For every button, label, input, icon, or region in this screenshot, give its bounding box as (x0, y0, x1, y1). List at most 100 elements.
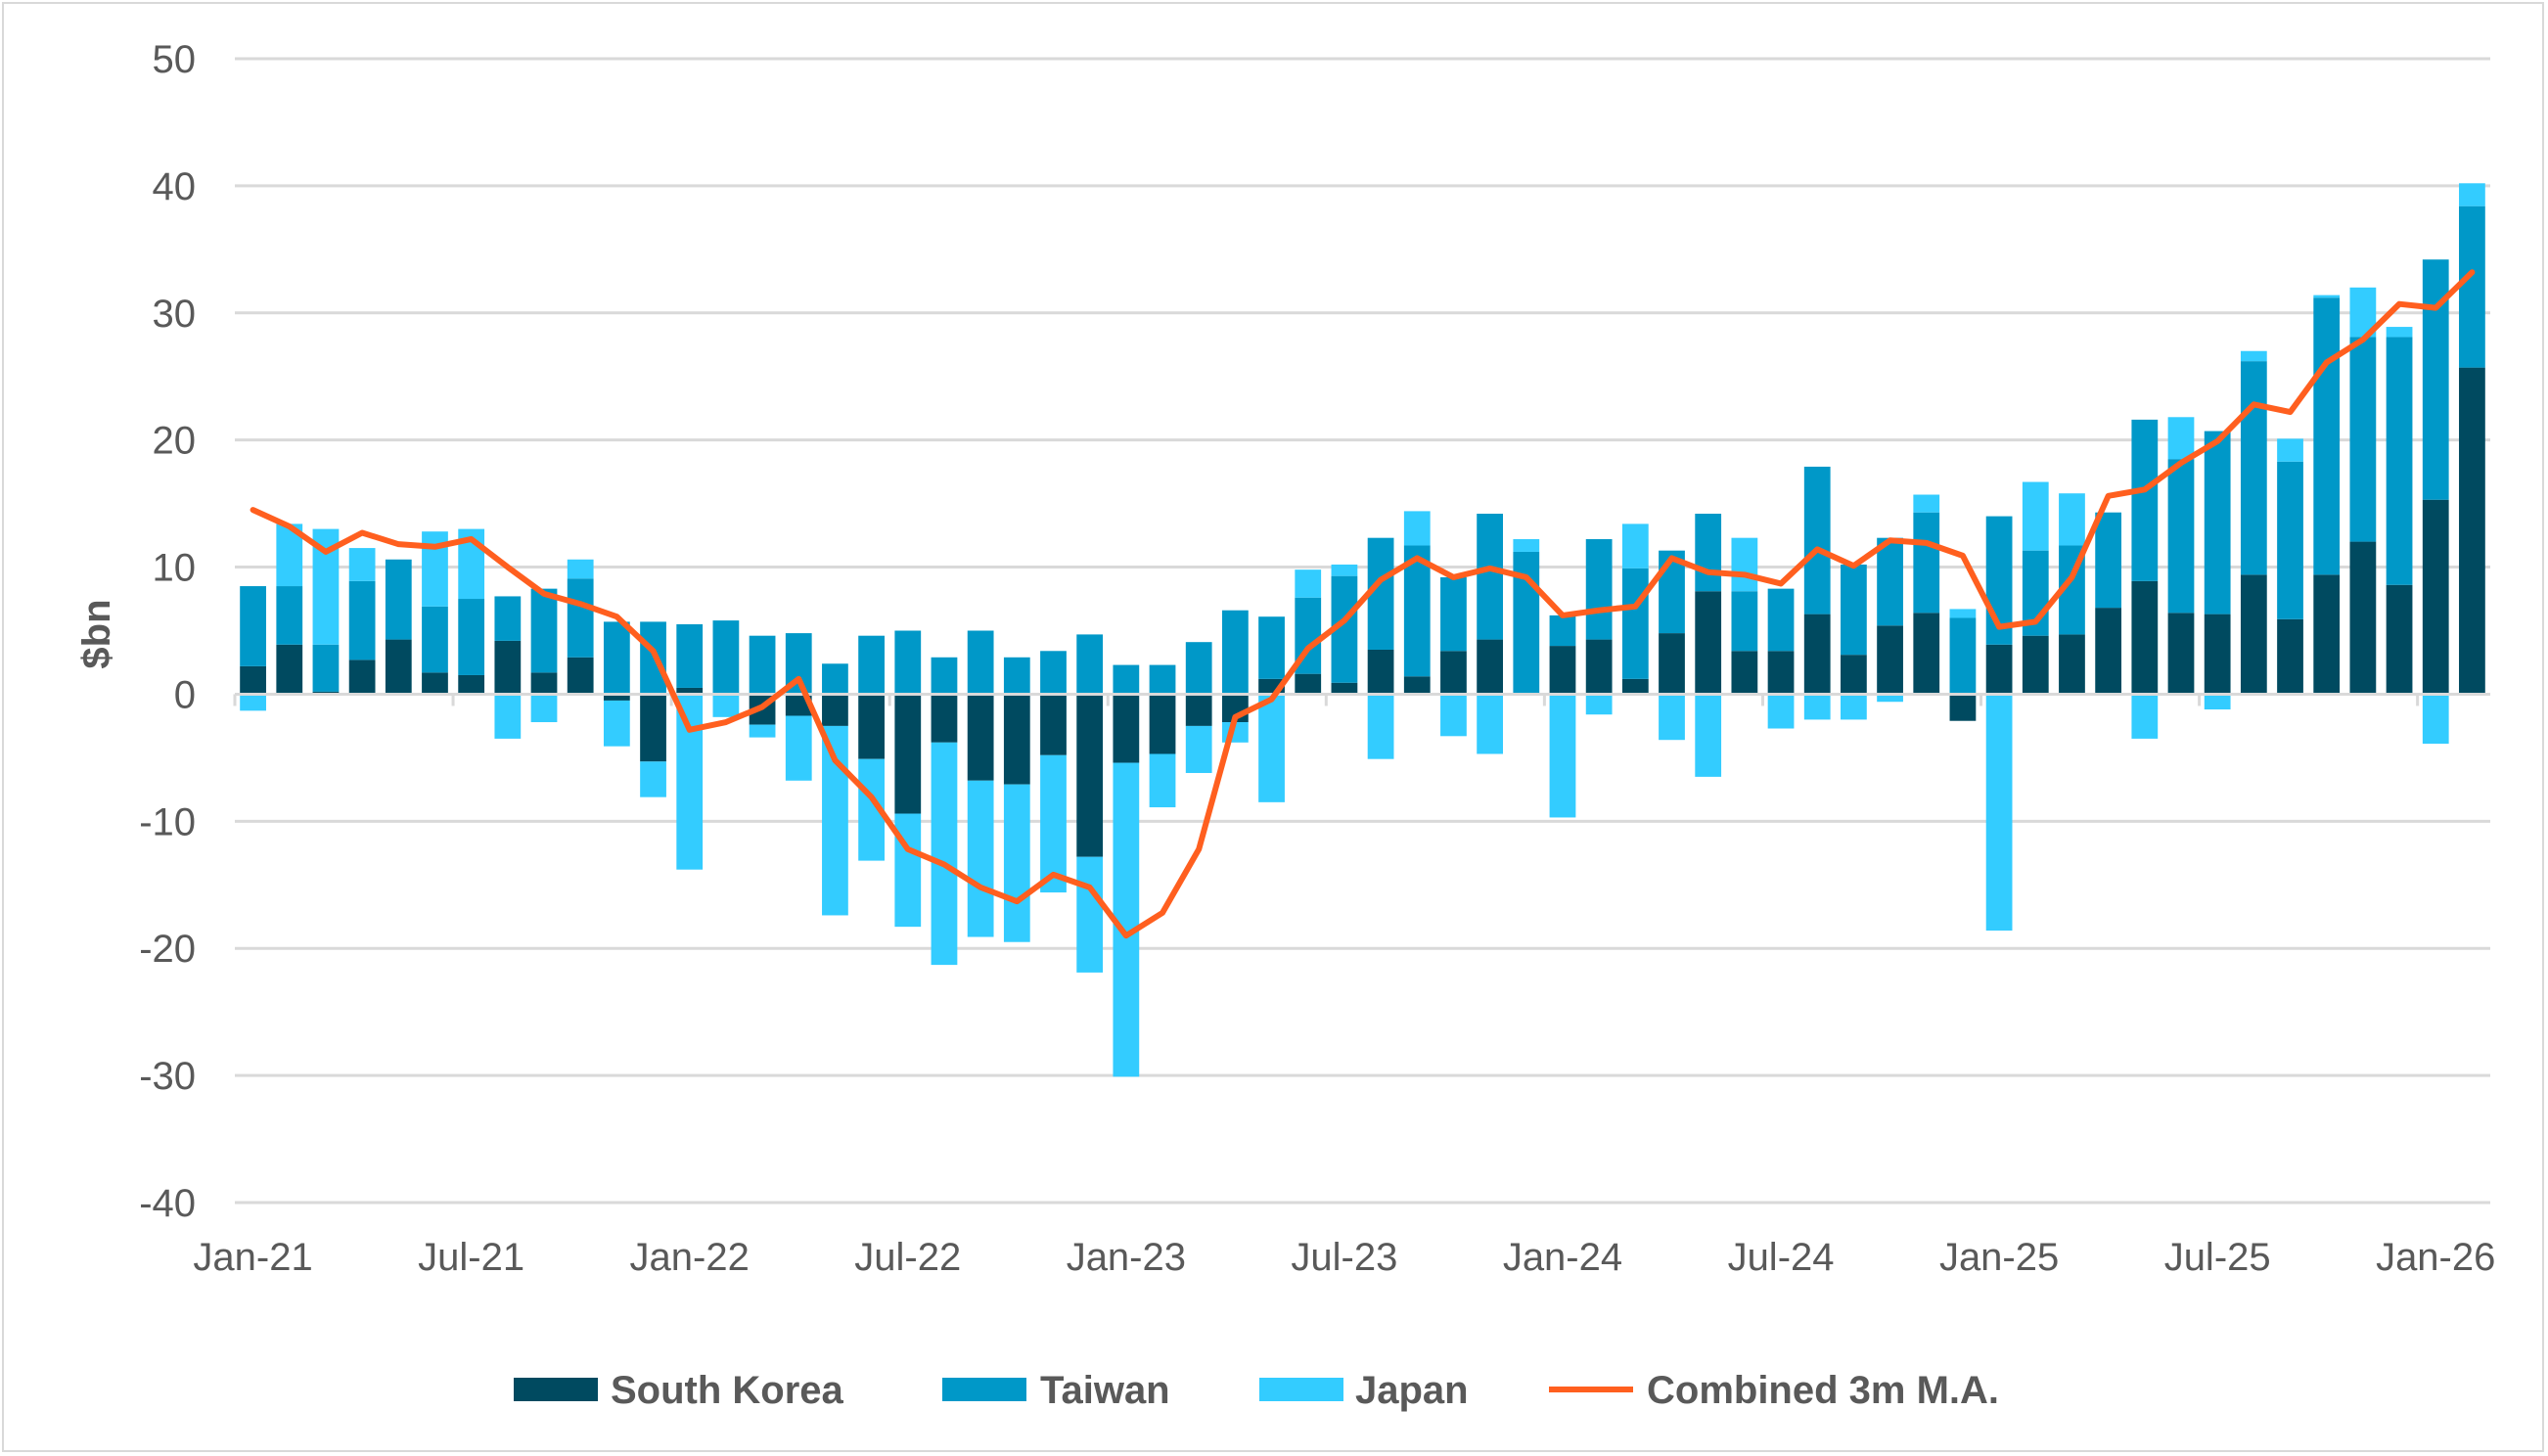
bar-japan (1585, 694, 1613, 715)
x-tick-label: Jul-25 (2164, 1236, 2271, 1279)
bar-japan (1803, 694, 1831, 720)
bar-japan (1403, 511, 1431, 546)
bar-japan (2059, 493, 2085, 546)
bar-south-korea (931, 694, 958, 743)
bar-south-korea (1403, 676, 1431, 695)
bar-south-korea (967, 694, 994, 781)
bar-taiwan (530, 588, 558, 673)
legend-label: Combined 3m M.A. (1647, 1369, 1999, 1412)
bar-japan (2240, 350, 2267, 362)
moving-average-line (250, 269, 2476, 939)
legend-label: Taiwan (1040, 1369, 1170, 1412)
bar-south-korea (1040, 694, 1067, 755)
bar-japan (1185, 725, 1212, 773)
bar-south-korea (2349, 541, 2377, 695)
bar-taiwan (2277, 461, 2303, 619)
bar-japan (1659, 694, 1685, 741)
bar-south-korea (276, 644, 303, 695)
bar-taiwan (348, 580, 376, 660)
bar-taiwan (2386, 337, 2413, 585)
bar-taiwan (1877, 537, 1903, 626)
x-tick-label: Jan-23 (1067, 1236, 1186, 1279)
bar-south-korea (1803, 614, 1831, 695)
bar-taiwan (240, 586, 266, 666)
legend-swatch (942, 1378, 1026, 1401)
bar-taiwan (1403, 545, 1431, 677)
bar-japan (348, 548, 376, 581)
bar-japan (2386, 327, 2413, 338)
bar-south-korea (1949, 694, 1977, 721)
bar-taiwan (1731, 591, 1758, 652)
bar-south-korea (2095, 608, 2122, 695)
bar-taiwan (2349, 337, 2377, 542)
bar-south-korea (2240, 574, 2267, 695)
bar-japan (1949, 609, 1977, 618)
bar-japan (931, 742, 958, 966)
y-tick-label: 0 (174, 673, 196, 716)
bar-japan (240, 694, 266, 711)
bar-japan (1367, 694, 1394, 759)
bar-taiwan (2167, 459, 2195, 614)
legend-label: South Korea (611, 1369, 844, 1412)
bar-taiwan (1003, 657, 1030, 695)
bar-south-korea (822, 694, 848, 726)
bar-japan (1331, 564, 1358, 576)
bar-south-korea (1185, 694, 1212, 726)
bar-taiwan (1621, 568, 1649, 679)
bar-taiwan (858, 635, 885, 695)
bar-japan (967, 780, 994, 937)
bar-taiwan (1258, 616, 1285, 679)
bar-taiwan (1113, 664, 1140, 695)
bar-taiwan (2240, 361, 2267, 575)
bar-south-korea (1295, 673, 1322, 695)
bar-taiwan (2313, 297, 2341, 575)
x-tick-label: Jan-24 (1503, 1236, 1622, 1279)
bar-south-korea (1440, 651, 1467, 695)
bar-japan (530, 694, 558, 723)
bar-japan (1295, 569, 1322, 598)
bar-taiwan (749, 635, 776, 695)
bar-japan (1549, 694, 1576, 818)
bar-japan (2277, 438, 2303, 462)
bar-south-korea (1695, 591, 1722, 695)
bar-taiwan (1767, 588, 1795, 652)
bar-south-korea (1621, 678, 1649, 695)
bar-taiwan (312, 644, 340, 692)
bar-taiwan (1076, 634, 1104, 695)
bar-japan (2422, 694, 2449, 745)
bar-japan (894, 813, 922, 928)
bar-taiwan (1440, 576, 1467, 652)
x-tick-label: Jan-25 (1939, 1236, 2059, 1279)
bar-taiwan (1149, 664, 1176, 695)
legend-label: Japan (1355, 1369, 1469, 1412)
bar-japan (1513, 538, 1540, 552)
bar-japan (494, 694, 522, 739)
bar-japan (1877, 694, 1903, 703)
y-axis-label: $bn (75, 599, 118, 668)
bar-south-korea (676, 687, 704, 695)
bar-japan (1841, 694, 1867, 720)
y-tick-label: 40 (153, 165, 197, 208)
bar-south-korea (1549, 646, 1576, 695)
bar-taiwan (2095, 512, 2122, 609)
bar-japan (749, 724, 776, 738)
x-tick-label: Jan-26 (2376, 1236, 2495, 1279)
bar-south-korea (1985, 644, 2013, 695)
bar-japan (1621, 523, 1649, 569)
bar-japan (567, 559, 594, 579)
y-tick-label: -40 (139, 1182, 196, 1225)
x-tick-label: Jul-24 (1728, 1236, 1835, 1279)
x-tick-label: Jul-22 (854, 1236, 961, 1279)
bar-south-korea (2386, 584, 2413, 695)
legend: South Korea Taiwan Japan Combined 3m M.A. (514, 1369, 1999, 1412)
bar-japan (2022, 481, 2049, 551)
bar-south-korea (1003, 694, 1030, 785)
line-combined-3m-ma (250, 269, 2476, 939)
bar-south-korea (385, 639, 412, 695)
bar-south-korea (530, 672, 558, 695)
bar-south-korea (1767, 651, 1795, 695)
bar-south-korea (2059, 634, 2085, 695)
bar-japan (2204, 694, 2231, 710)
bar-south-korea (1913, 613, 1940, 695)
